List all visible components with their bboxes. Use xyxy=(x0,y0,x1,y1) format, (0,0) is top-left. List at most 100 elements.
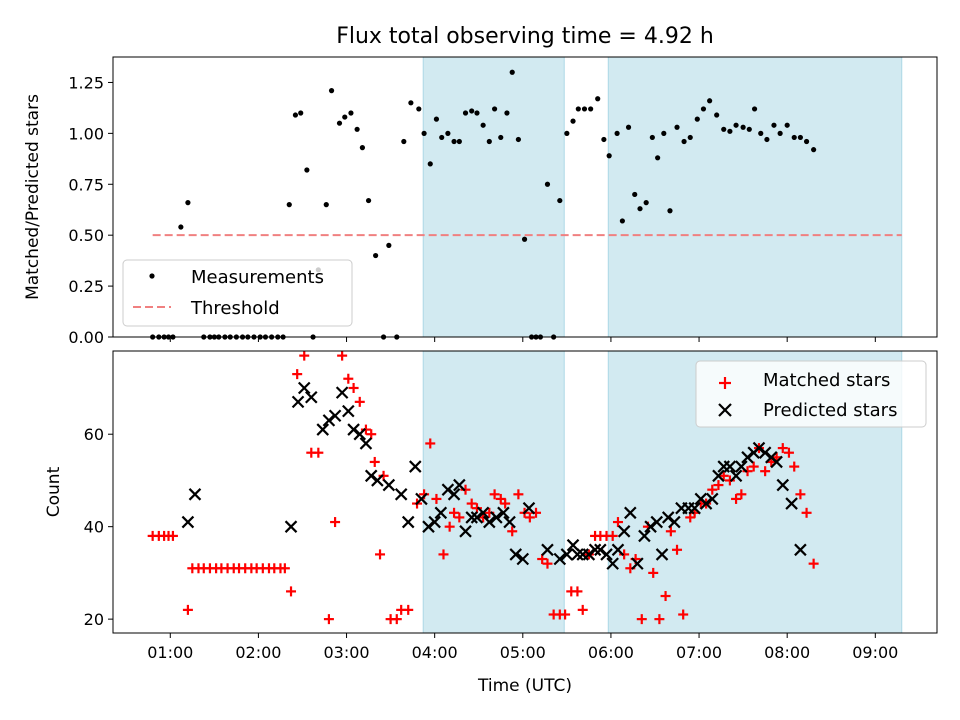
predicted-star-point xyxy=(600,548,613,561)
ratio-y-tick-label: 0.75 xyxy=(68,175,104,194)
matched-star-point xyxy=(707,484,718,495)
x-stroke-b xyxy=(571,548,584,561)
measurement-point xyxy=(643,200,649,206)
x-stroke-b xyxy=(776,478,790,492)
predicted-star-point xyxy=(617,525,631,538)
x-stroke-b xyxy=(490,511,503,524)
x-stroke-b xyxy=(712,469,725,483)
predicted-star-point xyxy=(650,515,664,529)
measurement-point xyxy=(687,134,693,141)
predicted-star-point xyxy=(284,520,298,533)
matched-star-point xyxy=(760,466,771,477)
predicted-star-point xyxy=(770,455,783,469)
matched-star-point xyxy=(672,544,683,555)
legend-predicted-marker xyxy=(718,403,732,417)
measurement-point xyxy=(733,122,739,128)
measurement-point xyxy=(784,122,790,128)
x-stroke-b xyxy=(453,478,466,492)
ratio-panel: 0.00 0.25 0.50 0.75 1.00 1.25 Matched/Predict… xyxy=(23,56,938,347)
x-stroke-b xyxy=(541,543,554,557)
x-stroke-b xyxy=(401,515,415,529)
measurement-point xyxy=(758,130,764,136)
ratio-y-axis-label: Matched/Predicted stars xyxy=(23,94,43,300)
measurement-point xyxy=(637,206,643,212)
predicted-star-point xyxy=(794,543,807,557)
x-stroke-b xyxy=(476,506,490,520)
measurement-point xyxy=(570,118,576,124)
count-y-tick-label: 40 xyxy=(84,518,104,537)
matched-star-point xyxy=(466,498,477,509)
matched-star-point xyxy=(375,549,386,560)
measurement-point xyxy=(777,130,783,136)
measurement-point xyxy=(557,197,563,204)
matched-star-point xyxy=(660,591,671,602)
matched-star-point xyxy=(369,456,380,467)
ratio-y-tick-label: 1.00 xyxy=(68,124,104,143)
matched-star-point xyxy=(182,604,193,615)
matched-star-point xyxy=(808,558,819,569)
measurement-point xyxy=(740,124,746,130)
ratio-y-tick-label: 0.00 xyxy=(68,328,104,347)
measurement-point xyxy=(498,134,504,141)
predicted-star-point xyxy=(785,497,798,510)
predicted-star-point xyxy=(434,506,448,520)
predicted-star-point xyxy=(359,437,373,450)
measurement-point xyxy=(469,108,475,114)
measurement-point xyxy=(707,98,713,104)
matched-star-point xyxy=(500,498,511,509)
measurement-point xyxy=(721,126,727,132)
x-stroke-b xyxy=(553,552,567,566)
predicted-star-point xyxy=(415,492,428,506)
matched-star-point xyxy=(801,507,812,518)
x-stroke-b xyxy=(181,515,195,529)
predicted-star-point xyxy=(611,543,625,557)
count-legend-box xyxy=(695,360,927,428)
matched-star-point xyxy=(279,563,290,574)
x-stroke-b xyxy=(305,390,318,404)
measurement-point xyxy=(581,106,588,112)
matched-star-point xyxy=(731,493,742,504)
measurement-point xyxy=(575,106,581,112)
matched-star-point xyxy=(286,586,297,597)
time-x-tick-label: 09:00 xyxy=(852,643,898,662)
matched-star-point xyxy=(454,512,465,523)
predicted-star-point xyxy=(335,386,349,399)
predicted-star-point xyxy=(655,548,669,561)
predicted-star-point xyxy=(712,469,725,483)
measurement-point xyxy=(521,236,528,242)
count-y-tick-label: 20 xyxy=(84,610,104,629)
x-stroke-b xyxy=(371,474,384,487)
predicted-star-point xyxy=(428,515,441,529)
matched-star-point xyxy=(636,614,647,625)
ratio-panel-frame xyxy=(112,56,938,338)
x-stroke-b xyxy=(606,557,619,570)
predicted-star-point xyxy=(394,488,408,501)
x-stroke-b xyxy=(560,548,574,561)
time-x-tick-label: 06:00 xyxy=(588,643,634,662)
predicted-star-point xyxy=(305,390,318,404)
matched-star-point xyxy=(323,614,334,625)
predicted-star-point xyxy=(668,515,681,529)
matched-star-point xyxy=(713,480,724,491)
measurement-point xyxy=(185,200,191,206)
measurement-point xyxy=(328,88,335,94)
x-stroke-b xyxy=(434,506,448,520)
measurement-point xyxy=(727,128,733,134)
measurement-point xyxy=(401,138,407,145)
measurement-point xyxy=(694,116,700,122)
x-stroke-b xyxy=(465,511,478,524)
legend-matched-label: Matched stars xyxy=(763,370,890,391)
measurement-point xyxy=(803,138,810,145)
measurement-point xyxy=(286,202,292,208)
measurement-point xyxy=(649,134,655,141)
time-x-tick-label: 02:00 xyxy=(235,643,281,662)
measurement-point xyxy=(797,134,804,141)
predicted-star-point xyxy=(371,474,384,487)
predicted-star-point xyxy=(624,506,637,520)
time-x-tick-label: 03:00 xyxy=(323,643,369,662)
x-stroke-b xyxy=(650,515,664,529)
measurement-point xyxy=(433,116,440,122)
predicted-star-point xyxy=(688,501,701,515)
ratio-y-tick-label: 0.50 xyxy=(68,226,104,245)
predicted-star-point xyxy=(735,460,748,473)
